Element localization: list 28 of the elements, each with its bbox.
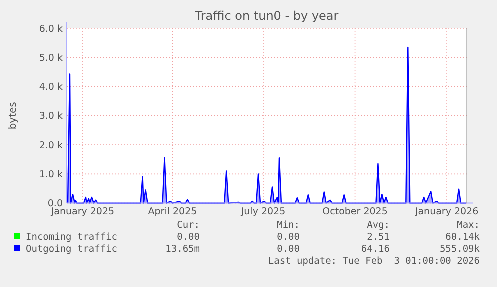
legend-label: Incoming traffic xyxy=(26,232,118,243)
y-tick-label: 5.0 k xyxy=(39,52,64,64)
x-tick-label: July 2025 xyxy=(240,206,286,218)
y-tick-label: 1.0 k xyxy=(39,169,64,180)
y-tick-label: 2.0 k xyxy=(39,140,64,152)
y-axis-title: bytes xyxy=(8,102,19,130)
text: 13.65m xyxy=(166,244,200,255)
text: 0.00 xyxy=(277,232,300,243)
text: 0.00 xyxy=(277,244,300,255)
y-tick-label: 3.0 k xyxy=(39,111,64,122)
x-tick-label: January 2026 xyxy=(414,206,479,218)
text: 64.16 xyxy=(361,244,390,255)
y-tick-label: 4.0 k xyxy=(39,82,64,94)
chart-title: Traffic on tun0 - by year xyxy=(194,9,339,23)
text: Cur: xyxy=(177,220,200,231)
text: Min: xyxy=(277,220,300,231)
y-tick-label: 6.0 k xyxy=(39,24,64,35)
text: 60.14k xyxy=(446,232,480,243)
text: Last update: Tue Feb 3 01:00:00 2026 xyxy=(268,256,480,267)
text: 2.51 xyxy=(367,232,390,243)
x-tick-label: April 2025 xyxy=(148,206,198,218)
text: Avg: xyxy=(367,220,390,231)
text: 555.09k xyxy=(440,244,480,255)
legend-label: Outgoing traffic xyxy=(26,244,118,255)
text: 0.00 xyxy=(177,232,200,243)
x-tick-label: October 2025 xyxy=(322,206,388,218)
x-tick-label: January 2025 xyxy=(50,206,115,218)
text: Max: xyxy=(457,220,480,231)
